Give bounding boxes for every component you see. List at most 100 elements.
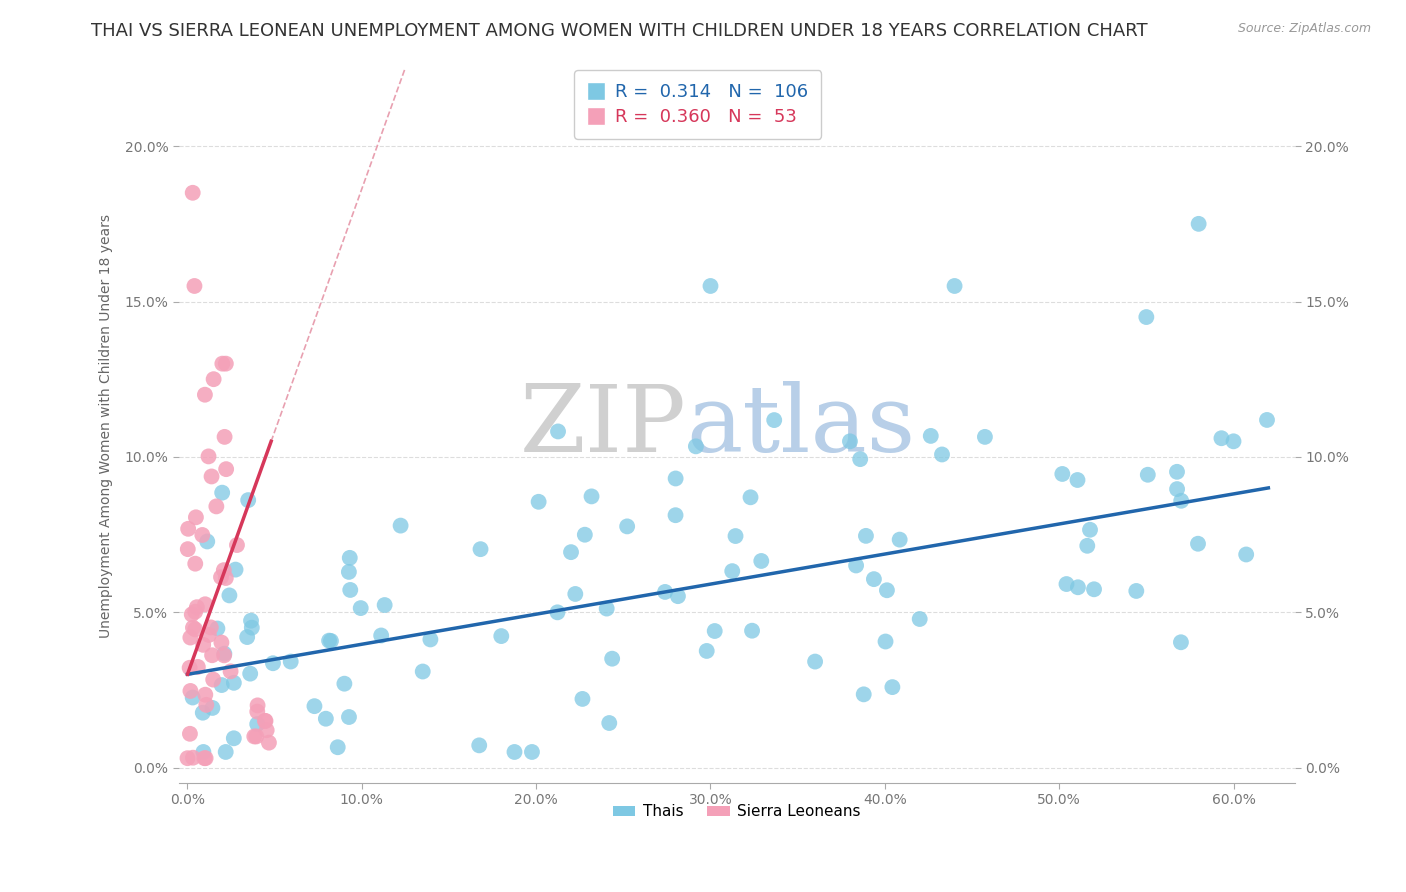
Point: [236, 630, 259, 644]
Point: [180, 607, 202, 622]
Point: [1136, 467, 1159, 482]
Point: [596, 601, 619, 615]
Point: [1166, 482, 1188, 496]
Point: [503, 745, 526, 759]
Point: [920, 429, 942, 443]
Point: [186, 600, 208, 615]
Point: [222, 731, 245, 746]
Point: [852, 687, 875, 701]
Point: [943, 279, 966, 293]
Point: [804, 655, 827, 669]
Point: [184, 510, 207, 524]
Point: [181, 750, 204, 764]
Point: [177, 542, 200, 557]
Point: [564, 587, 586, 601]
Point: [889, 533, 911, 547]
Point: [468, 739, 491, 753]
Point: [1066, 473, 1088, 487]
Point: [239, 666, 262, 681]
Point: [219, 665, 242, 679]
Text: atlas: atlas: [686, 381, 915, 471]
Point: [214, 430, 236, 444]
Point: [721, 564, 744, 578]
Point: [350, 601, 373, 615]
Point: [200, 620, 222, 634]
Text: ZIP: ZIP: [520, 381, 686, 471]
Point: [1083, 582, 1105, 597]
Point: [370, 628, 392, 642]
Point: [218, 588, 240, 602]
Point: [181, 690, 204, 705]
Point: [616, 519, 638, 533]
Point: [600, 651, 623, 665]
Point: [256, 723, 278, 738]
Point: [1166, 465, 1188, 479]
Legend: Thais, Sierra Leoneans: Thais, Sierra Leoneans: [606, 798, 868, 825]
Point: [1222, 434, 1244, 449]
Point: [212, 563, 235, 577]
Point: [240, 621, 263, 635]
Point: [184, 557, 207, 571]
Point: [520, 745, 543, 759]
Point: [685, 439, 707, 453]
Point: [207, 622, 229, 636]
Point: [1067, 580, 1090, 594]
Y-axis label: Unemployment Among Women with Children Under 18 years: Unemployment Among Women with Children U…: [100, 214, 114, 638]
Point: [194, 597, 217, 611]
Point: [181, 186, 204, 200]
Point: [304, 699, 326, 714]
Point: [863, 572, 886, 586]
Point: [246, 705, 269, 719]
Point: [882, 680, 904, 694]
Point: [664, 508, 686, 523]
Point: [1234, 548, 1257, 562]
Point: [1211, 431, 1233, 445]
Point: [212, 648, 235, 663]
Point: [665, 471, 688, 485]
Point: [240, 614, 263, 628]
Point: [176, 751, 198, 765]
Point: [225, 563, 247, 577]
Point: [699, 279, 721, 293]
Point: [211, 678, 233, 692]
Point: [201, 701, 224, 715]
Point: [740, 491, 762, 505]
Point: [280, 655, 302, 669]
Point: [547, 425, 569, 439]
Point: [654, 585, 676, 599]
Point: [238, 493, 260, 508]
Point: [412, 665, 434, 679]
Point: [339, 582, 361, 597]
Point: [177, 522, 200, 536]
Point: [419, 632, 441, 647]
Point: [193, 751, 215, 765]
Point: [849, 452, 872, 467]
Point: [1135, 310, 1157, 324]
Point: [193, 745, 215, 759]
Point: [1052, 467, 1074, 481]
Point: [209, 570, 232, 584]
Point: [1188, 217, 1211, 231]
Point: [191, 706, 214, 720]
Point: [315, 712, 337, 726]
Point: [253, 714, 276, 728]
Point: [839, 434, 862, 449]
Point: [222, 675, 245, 690]
Point: [319, 634, 342, 648]
Point: [666, 589, 689, 603]
Point: [318, 633, 340, 648]
Point: [226, 538, 249, 552]
Point: [326, 740, 349, 755]
Point: [197, 450, 219, 464]
Point: [389, 518, 412, 533]
Point: [202, 372, 225, 386]
Point: [855, 529, 877, 543]
Point: [193, 638, 215, 652]
Point: [195, 698, 218, 712]
Point: [246, 698, 269, 713]
Point: [194, 751, 217, 765]
Point: [749, 554, 772, 568]
Point: [201, 648, 224, 663]
Point: [179, 631, 201, 645]
Point: [209, 635, 232, 649]
